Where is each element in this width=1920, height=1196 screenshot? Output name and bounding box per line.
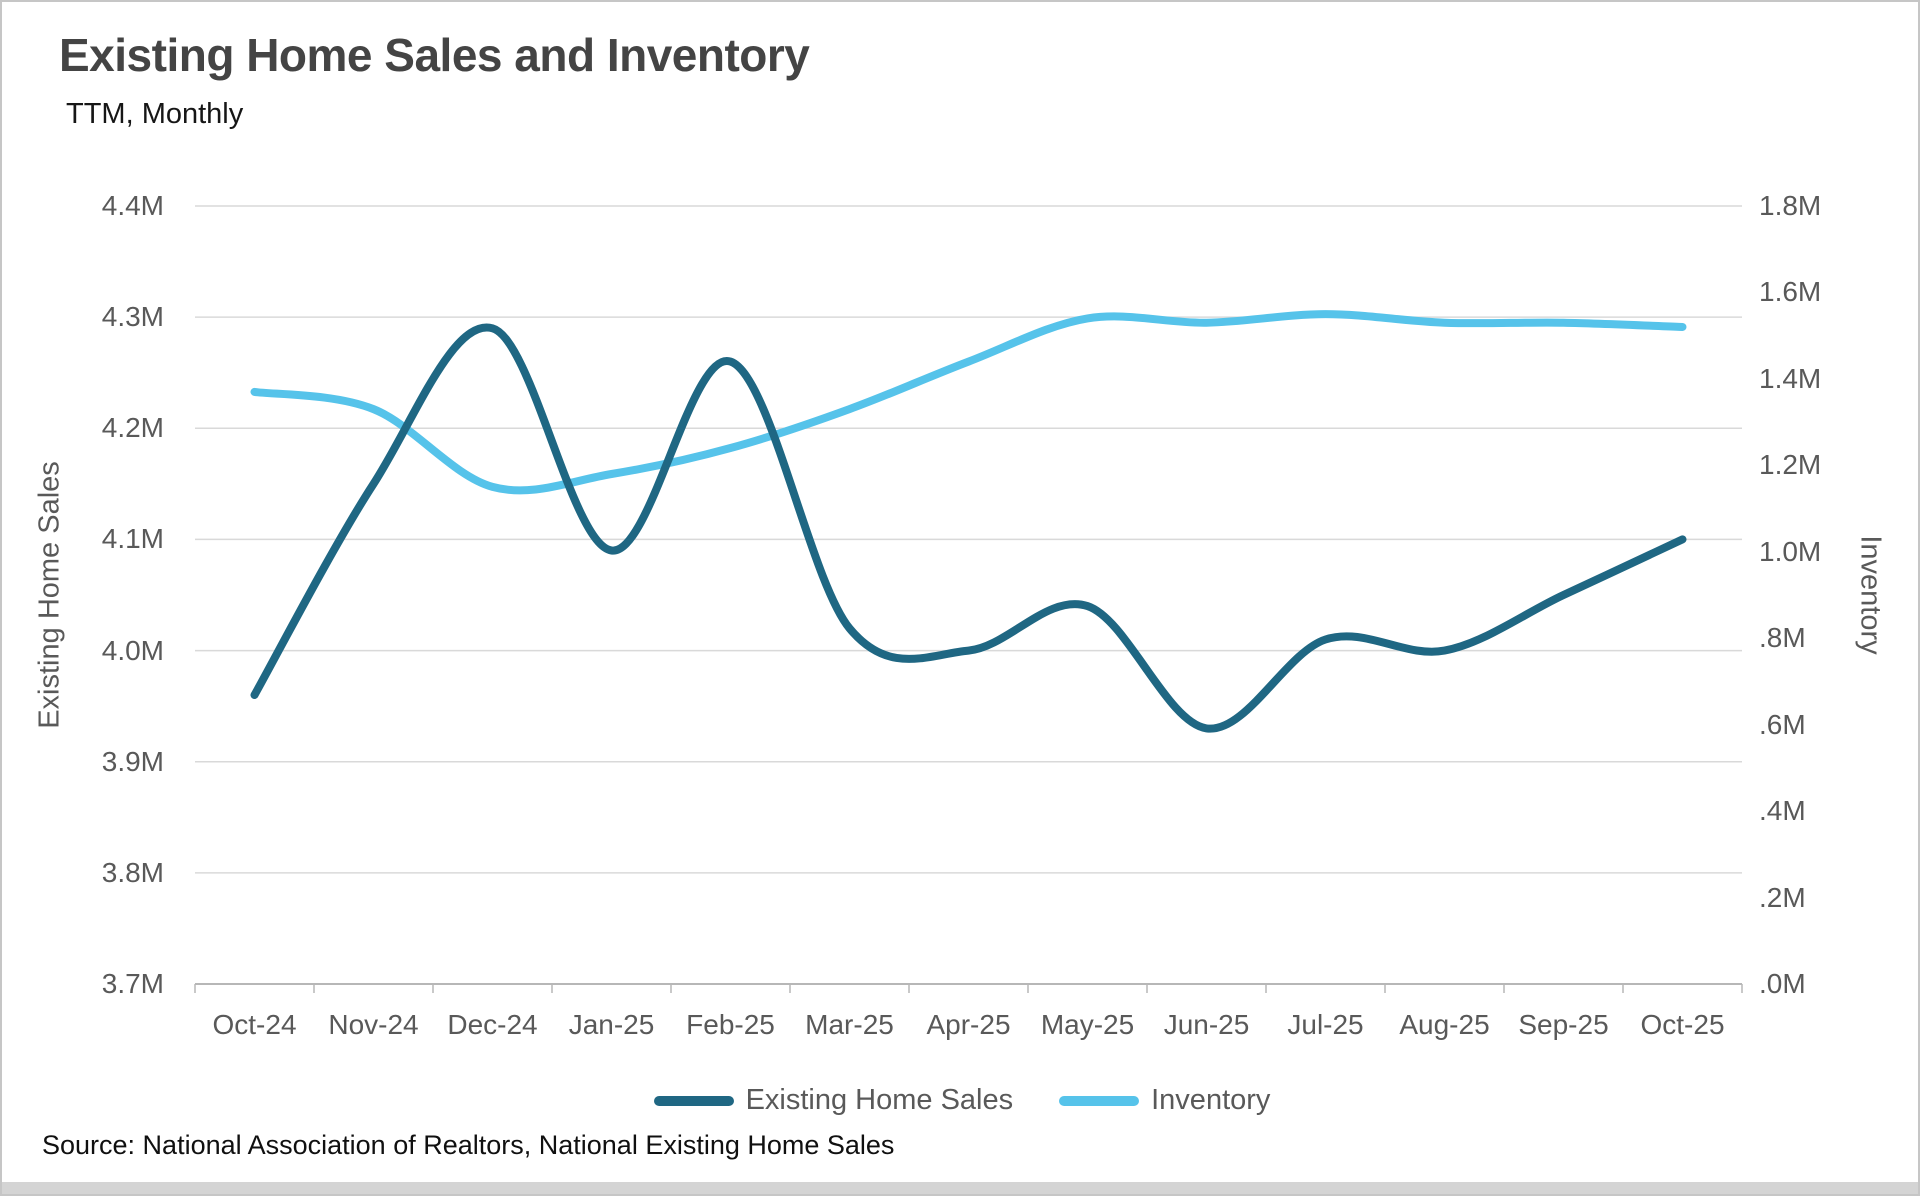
- x-axis-tick-label: Oct-25: [1640, 1009, 1725, 1040]
- y-axis-right-tick-label: .6M: [1759, 708, 1806, 740]
- plot-area: [194, 205, 1743, 993]
- y-axis-left-tick-label: 4.3M: [101, 301, 164, 333]
- y-axis-right-tick-label: .4M: [1759, 795, 1806, 827]
- x-axis-tick-label: Feb-25: [686, 1009, 775, 1040]
- x-axis-tick-label: Jun-25: [1163, 1009, 1250, 1040]
- x-axis-tick-label: Jan-25: [568, 1009, 655, 1040]
- chart-subtitle: TTM, Monthly: [66, 98, 244, 130]
- x-axis-tick-label: Jul-25: [1287, 1009, 1364, 1040]
- series-line-existing-home-sales: [250, 323, 1687, 733]
- x-axis-tick-label: Apr-25: [926, 1009, 1011, 1040]
- y-axis-right-tick-label: 1.6M: [1759, 276, 1822, 308]
- y-axis-right-tick-label: .8M: [1759, 622, 1806, 654]
- x-axis-tick-label: Dec-24: [447, 1009, 538, 1040]
- series-line-inventory: [250, 310, 1687, 495]
- x-axis-tick-labels: Oct-24 Nov-24 Dec-24 Jan-25 Feb-25 Mar-25 Apr-…: [195, 1008, 1742, 1048]
- y-axis-left-tick-label: 4.4M: [101, 190, 164, 221]
- source-note: Source: National Association of Realtors…: [42, 1130, 895, 1160]
- legend-item-existing-home-sales: Existing Home Sales: [653, 1084, 1014, 1117]
- y-axis-left-tick-label: 4.0M: [101, 634, 164, 666]
- x-axis-tick-label: Aug-25: [1399, 1009, 1490, 1040]
- x-axis-tick-label: Mar-25: [805, 1009, 894, 1040]
- y-axis-right-tick-label: .2M: [1759, 881, 1806, 913]
- inventory-swatch: [1059, 1095, 1140, 1106]
- y-axis-left-tick-label: 3.8M: [101, 856, 164, 888]
- y-axis-right-tick-label: 1.2M: [1759, 449, 1822, 481]
- bottom-border-strip: [2, 1182, 1918, 1194]
- x-axis-tick-label: Sep-25: [1518, 1009, 1609, 1040]
- existing-home-sales-swatch: [653, 1095, 734, 1106]
- y-axis-right-tick-label: .0M: [1759, 968, 1806, 999]
- x-axis-tick-label: Nov-24: [328, 1009, 419, 1040]
- legend-label: Inventory: [1151, 1084, 1271, 1116]
- legend-label: Existing Home Sales: [745, 1084, 1014, 1116]
- y-axis-right-tick-label: 1.0M: [1759, 535, 1822, 567]
- x-axis-tick-label: May-25: [1040, 1009, 1135, 1040]
- right-axis-tick-labels: 1.8M 1.6M 1.4M 1.2M 1.0M .8M .6M .4M .2M .0M: [1759, 190, 1879, 999]
- chart-title: Existing Home Sales and Inventory: [59, 29, 810, 81]
- legend-item-inventory: Inventory: [1059, 1084, 1270, 1117]
- y-axis-left-tick-label: 3.9M: [101, 745, 164, 777]
- chart-svg: [194, 205, 1743, 993]
- left-axis-tick-labels: 4.4M 4.3M 4.2M 4.1M 4.0M 3.9M 3.8M 3.7M: [2, 190, 164, 999]
- y-axis-left-tick-label: 4.2M: [101, 412, 164, 444]
- y-axis-right-tick-label: 1.4M: [1759, 362, 1822, 394]
- y-axis-left-tick-label: 4.1M: [101, 523, 164, 555]
- x-axis-tick-label: Oct-24: [212, 1009, 297, 1040]
- y-axis-left-tick-label: 3.7M: [101, 968, 164, 999]
- chart-legend: Existing Home Sales Inventory: [2, 1084, 1918, 1117]
- y-axis-right-tick-label: 1.8M: [1759, 190, 1822, 221]
